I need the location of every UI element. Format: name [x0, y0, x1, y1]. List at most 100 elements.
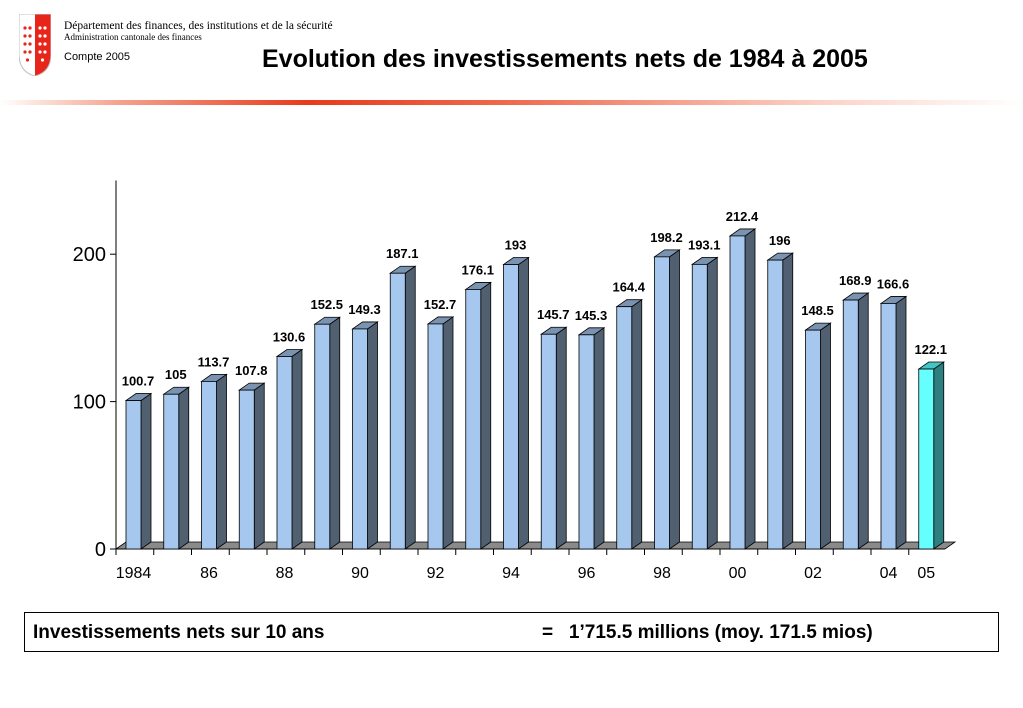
- bar-front: [918, 368, 935, 550]
- bar-side: [555, 326, 567, 550]
- bar-front: [654, 256, 670, 550]
- bar-front: [389, 272, 406, 550]
- data-label: 166.6: [877, 276, 910, 291]
- bar-1993: [464, 281, 493, 550]
- bar-front: [276, 356, 293, 550]
- x-tick-label: 88: [276, 565, 294, 582]
- bar-1995: [539, 326, 568, 550]
- x-tick-label: 96: [578, 565, 596, 582]
- bar-front: [238, 389, 255, 550]
- data-label: 145.3: [575, 308, 608, 323]
- department-name: Département des finances, des institutio…: [64, 20, 333, 32]
- data-label: 193.1: [688, 237, 721, 252]
- bar-front: [125, 400, 142, 550]
- bar-1984: [124, 392, 153, 550]
- bar-1992: [426, 316, 455, 550]
- data-label: 198.2: [650, 230, 683, 245]
- bar-side: [631, 298, 643, 550]
- x-tick-label: 04: [880, 565, 898, 582]
- bar-side: [253, 382, 265, 550]
- bar-side: [140, 392, 152, 550]
- data-label: 176.1: [461, 262, 494, 277]
- data-label: 193: [505, 238, 527, 253]
- bar-side: [178, 386, 190, 550]
- data-label: 212.4: [726, 209, 759, 224]
- bar-side: [329, 316, 341, 550]
- x-tick-label: 86: [200, 565, 218, 582]
- bar-side: [442, 316, 454, 550]
- y-tick-label: 100: [73, 392, 106, 414]
- x-tick-label: 05: [917, 565, 935, 582]
- bar-front: [540, 333, 557, 550]
- bar-side: [857, 292, 869, 550]
- bar-1994: [502, 256, 530, 550]
- bar-side: [933, 361, 945, 550]
- x-tick-label: 92: [427, 565, 445, 582]
- administration-name: Administration cantonale des finances: [64, 32, 202, 42]
- bar-side: [404, 265, 416, 550]
- bar-side: [782, 252, 794, 550]
- x-tick-label: 02: [804, 565, 822, 582]
- bar-side: [820, 322, 831, 550]
- data-label: 130.6: [273, 329, 306, 344]
- chart-labels: 100.7 105 113.7 107.8 130.6 152.5 149.3 187.1 15…: [122, 209, 947, 389]
- data-label: 149.3: [348, 302, 381, 317]
- page-title: Evolution des investissements nets de 19…: [262, 45, 868, 73]
- bar-front: [314, 323, 331, 550]
- bar-front: [578, 334, 595, 550]
- bar-side: [895, 295, 907, 550]
- bar-side: [518, 256, 529, 550]
- bar-side: [706, 256, 718, 550]
- bar-front: [163, 393, 180, 550]
- bar-front: [616, 306, 633, 550]
- data-label: 152.7: [424, 297, 457, 312]
- bar-front: [503, 264, 519, 550]
- x-tick-label: 94: [502, 565, 520, 582]
- bar-side: [480, 281, 492, 550]
- bar-2004: [879, 295, 908, 550]
- bar-side: [744, 228, 756, 550]
- bar-side: [216, 373, 227, 550]
- bar-front: [352, 328, 368, 550]
- data-label: 122.1: [914, 342, 947, 357]
- bar-side: [291, 348, 303, 550]
- bar-2000: [728, 228, 757, 550]
- summary-label: Investissements nets sur 10 ans: [33, 622, 325, 643]
- bar-front: [842, 299, 859, 550]
- header-divider: [0, 100, 1023, 105]
- bar-1990: [351, 321, 379, 550]
- data-label: 196: [769, 233, 791, 248]
- data-label: 148.5: [801, 303, 834, 318]
- data-label: 113.7: [198, 354, 230, 369]
- bar-front: [465, 289, 482, 550]
- x-tick-label: 1984: [116, 565, 152, 582]
- data-label: 107.8: [235, 363, 268, 378]
- data-label: 187.1: [386, 246, 419, 261]
- data-label: 100.7: [122, 374, 155, 389]
- bar-2005: [917, 361, 946, 550]
- bar-1996: [577, 327, 606, 550]
- bar-side: [593, 327, 605, 550]
- bar-front: [805, 329, 821, 550]
- bar-1985: [162, 386, 191, 550]
- bar-1999: [690, 256, 719, 550]
- bar-front: [691, 263, 708, 550]
- summary-value: = 1’715.5 millions (moy. 171.5 mios): [542, 622, 873, 643]
- bar-front: [767, 259, 784, 550]
- data-label: 168.9: [839, 273, 872, 288]
- bar-front: [729, 235, 746, 550]
- bar-1986: [200, 373, 228, 550]
- bar-1989: [313, 316, 342, 550]
- bar-side: [669, 249, 680, 550]
- bar-2001: [766, 252, 795, 550]
- bar-front: [880, 303, 897, 550]
- x-tick-label: 00: [729, 565, 747, 582]
- data-label: 152.5: [310, 297, 343, 312]
- summary-box: Investissements nets sur 10 ans = 1’715.…: [24, 612, 999, 652]
- bar-1997: [615, 298, 644, 550]
- canton-logo: [19, 14, 51, 76]
- x-tick-label: 98: [653, 565, 671, 582]
- bar-1998: [653, 249, 681, 550]
- bar-side: [367, 321, 378, 550]
- x-tick-label: 90: [351, 565, 369, 582]
